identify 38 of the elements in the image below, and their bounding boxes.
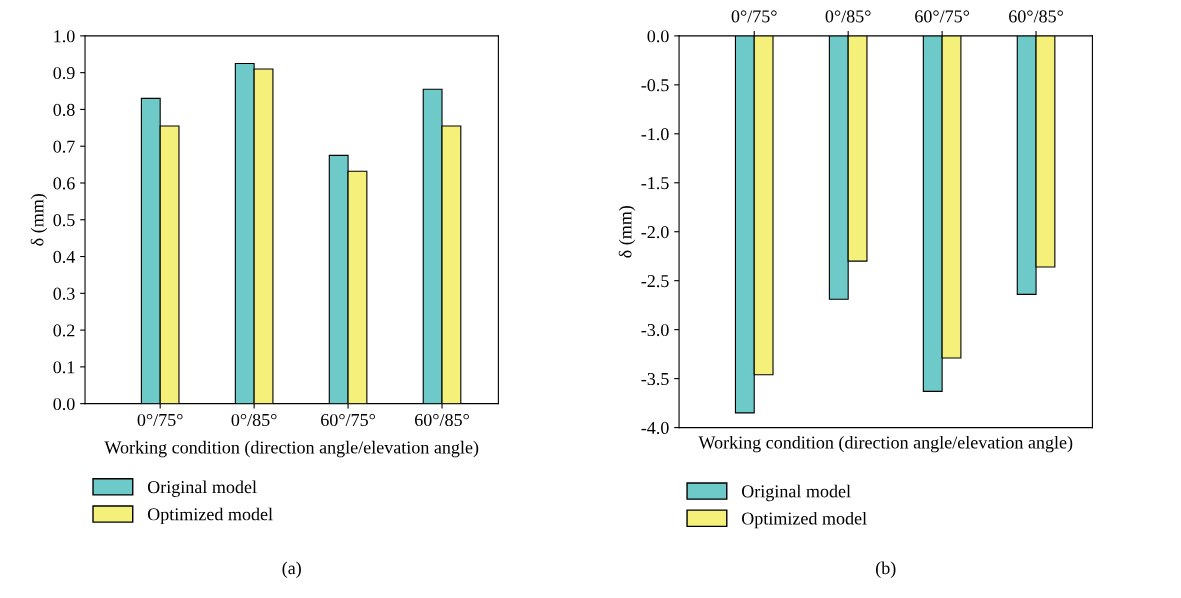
- y-tick-label: 0.0: [53, 397, 75, 411]
- y-tick-label: 0.3: [53, 287, 75, 300]
- y-tick-label: -3.0: [641, 323, 669, 337]
- y-tick-label: 0.1: [53, 361, 75, 374]
- x-tick-label: 0°/85°: [231, 413, 277, 427]
- y-tick-label: -0.5: [641, 79, 669, 92]
- text: (a): [282, 561, 301, 578]
- x-tick-label: 60°/85°: [1009, 10, 1063, 23]
- y-axis-title: δ (mm): [30, 193, 48, 246]
- x-tick-label: 60°/75°: [915, 10, 970, 23]
- x-tick-label: 0°/75°: [137, 413, 183, 427]
- y-tick-label: 1.0: [54, 30, 75, 43]
- x-tick-label: 60°/85°: [415, 413, 469, 427]
- y-axis-title: δ (mm): [618, 205, 636, 258]
- y-tick-label: -1.5: [641, 177, 669, 190]
- y-tick-label: -2.5: [641, 274, 669, 288]
- x-tick-label: 0°/85°: [825, 10, 871, 23]
- y-tick-label: 0.4: [53, 250, 76, 264]
- text: (b): [876, 561, 896, 578]
- legend-label: Original model: [147, 480, 257, 497]
- y-tick-label: 0.7: [53, 140, 75, 153]
- x-axis-title: Working condition (direction angle/elevation angle): [104, 440, 479, 458]
- y-tick-label: 0.6: [53, 177, 75, 190]
- y-tick-label: -4.0: [641, 421, 669, 435]
- x-tick-label: 0°/75°: [731, 10, 777, 23]
- y-tick-label: -1.0: [641, 128, 669, 141]
- x-axis-title: Working condition (direction angle/elevation angle): [698, 435, 1073, 453]
- y-tick-label: 0.5: [53, 214, 75, 227]
- y-tick-label: 0.9: [53, 66, 75, 80]
- legend-label: Optimized model: [741, 511, 867, 529]
- legend-label: Original model: [741, 484, 851, 502]
- legend-label: Optimized model: [147, 507, 273, 525]
- y-tick-label: 0.0: [647, 30, 669, 43]
- y-tick-label: 0.8: [53, 103, 75, 116]
- y-tick-label: -2.0: [641, 225, 669, 239]
- y-tick-label: -3.5: [641, 372, 669, 386]
- x-tick-label: 60°/75°: [321, 413, 375, 427]
- y-tick-label: 0.2: [53, 324, 75, 337]
